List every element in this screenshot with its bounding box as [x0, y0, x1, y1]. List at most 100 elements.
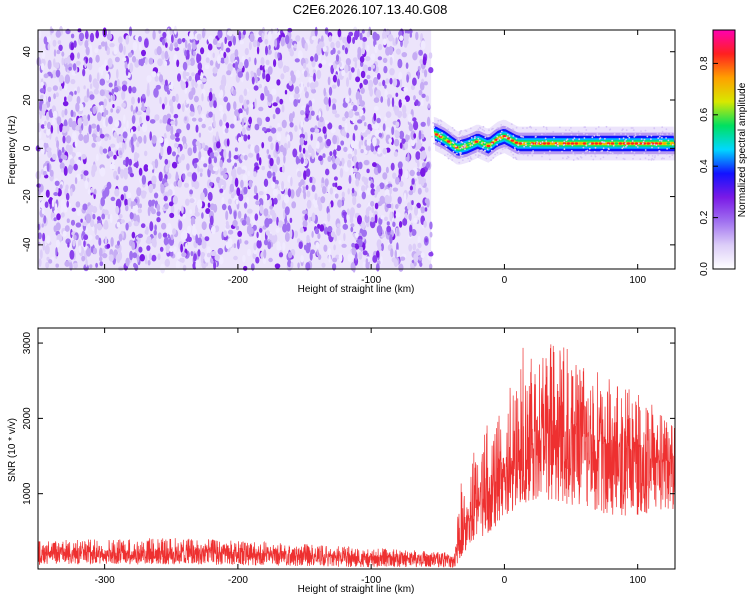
- signal-peak: [474, 140, 479, 143]
- noise-cell: [382, 30, 387, 41]
- noise-cell: [157, 232, 162, 239]
- noise-cell: [370, 200, 375, 207]
- noise-cell: [91, 167, 96, 178]
- noise-cell: [361, 229, 367, 237]
- noise-cell: [380, 256, 383, 265]
- y-tick-label: 2000: [22, 407, 33, 430]
- noise-cell: [40, 81, 44, 87]
- noise-cell: [158, 171, 163, 182]
- noise-cell: [305, 262, 311, 271]
- noise-cell: [233, 101, 237, 111]
- noise-cell: [40, 62, 45, 71]
- noise-cell: [377, 43, 383, 51]
- noise-cell: [342, 101, 348, 108]
- signal-speckle: [436, 122, 439, 125]
- signal-speckle: [469, 156, 472, 158]
- noise-cell: [254, 213, 259, 221]
- noise-cell: [59, 184, 63, 190]
- noise-cell: [163, 195, 168, 202]
- noise-cell: [141, 175, 147, 185]
- noise-cell: [317, 223, 321, 229]
- noise-cell: [225, 224, 230, 229]
- noise-cell: [109, 213, 113, 224]
- signal-speckle: [496, 151, 499, 154]
- noise-cell: [113, 45, 118, 55]
- noise-cell: [338, 253, 343, 262]
- signal-speckle: [482, 146, 484, 149]
- signal-speckle: [541, 155, 543, 158]
- signal-speckle: [593, 150, 596, 153]
- noise-cell: [148, 199, 153, 207]
- noise-cell: [274, 179, 279, 185]
- noise-cell: [238, 108, 243, 114]
- noise-cell: [319, 224, 325, 232]
- noise-cell: [108, 82, 113, 88]
- signal-speckle: [572, 159, 575, 161]
- noise-cell: [256, 231, 259, 239]
- noise-cell: [72, 240, 76, 247]
- signal-speckle: [624, 142, 627, 145]
- noise-cell: [41, 106, 46, 117]
- signal-speckle: [625, 146, 627, 148]
- noise-cell: [249, 227, 254, 235]
- noise-cell: [408, 123, 414, 132]
- noise-cell: [308, 216, 311, 223]
- noise-cell: [186, 163, 190, 171]
- noise-cell: [284, 89, 288, 95]
- noise-cell: [177, 156, 182, 164]
- noise-cell: [259, 204, 264, 214]
- noise-cell: [144, 150, 148, 157]
- noise-cell: [311, 230, 314, 238]
- noise-cell: [428, 251, 434, 257]
- noise-cell: [365, 56, 371, 62]
- noise-cell: [273, 59, 277, 68]
- signal-speckle: [651, 155, 654, 157]
- signal-speckle: [541, 133, 543, 136]
- noise-cell: [354, 148, 358, 156]
- noise-cell: [164, 79, 168, 86]
- noise-cell: [308, 114, 312, 121]
- noise-cell: [80, 218, 83, 223]
- noise-cell: [95, 30, 99, 39]
- noise-cell: [78, 245, 82, 254]
- noise-cell: [267, 31, 272, 41]
- signal-speckle: [497, 139, 499, 142]
- noise-cell: [208, 91, 213, 102]
- noise-cell: [108, 29, 111, 36]
- noise-cell: [216, 141, 221, 149]
- noise-cell: [78, 239, 82, 248]
- noise-cell: [368, 26, 372, 35]
- noise-cell: [218, 104, 223, 112]
- noise-cell: [266, 170, 272, 179]
- signal-speckle: [661, 130, 664, 133]
- noise-cell: [88, 74, 92, 83]
- noise-cell: [335, 41, 341, 46]
- noise-cell: [414, 206, 418, 216]
- signal-speckle: [585, 129, 588, 131]
- noise-cell: [105, 65, 109, 71]
- noise-cell: [127, 192, 132, 199]
- noise-cell: [182, 230, 188, 240]
- signal-speckle: [655, 144, 658, 147]
- noise-cell: [209, 215, 214, 226]
- noise-cell: [96, 72, 100, 82]
- noise-cell: [390, 248, 394, 258]
- noise-cell: [185, 242, 188, 249]
- noise-cell: [387, 34, 394, 42]
- noise-cell: [354, 60, 357, 69]
- noise-cell: [385, 126, 391, 135]
- signal-speckle: [665, 153, 668, 156]
- signal-peak: [518, 142, 523, 145]
- noise-cell: [419, 59, 423, 65]
- noise-cell: [68, 63, 73, 69]
- noise-cell: [274, 38, 278, 48]
- noise-cell: [315, 241, 320, 249]
- signal-speckle: [630, 150, 633, 153]
- signal-peak: [510, 139, 515, 142]
- noise-cell: [71, 131, 77, 141]
- noise-cell: [207, 191, 213, 202]
- noise-cell: [125, 204, 129, 212]
- noise-cell: [265, 59, 270, 66]
- noise-cell: [83, 134, 89, 144]
- noise-cell: [55, 239, 61, 248]
